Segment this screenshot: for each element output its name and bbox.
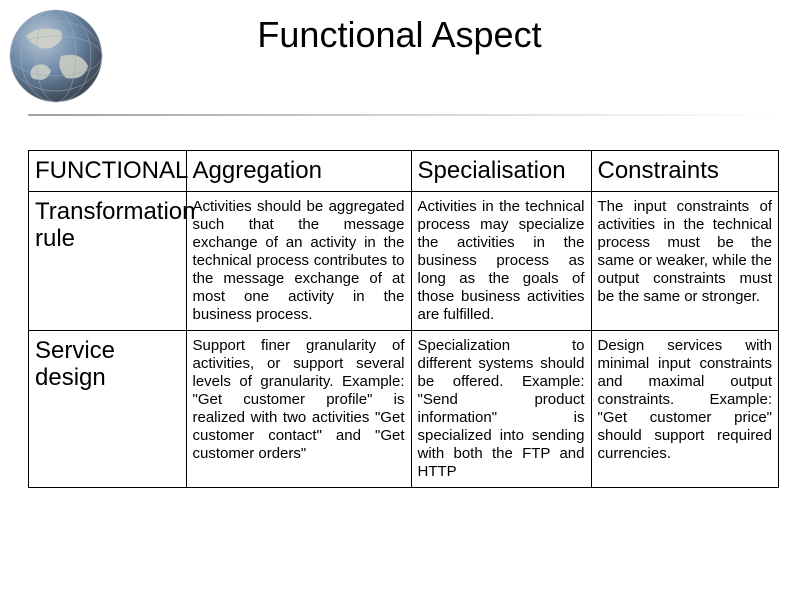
cell-specialisation: Specialization to different systems shou… xyxy=(411,330,591,487)
table-row: Service design Support finer granularity… xyxy=(29,330,779,487)
title-divider xyxy=(28,114,779,116)
table-header-row: FUNCTIONAL Aggregation Specialisation Co… xyxy=(29,151,779,192)
cell-specialisation: Activities in the technical process may … xyxy=(411,191,591,330)
row-label: Transformation rule xyxy=(29,191,187,330)
col-header-aggregation: Aggregation xyxy=(186,151,411,192)
cell-constraints: Design services with minimal input const… xyxy=(591,330,779,487)
cell-aggregation: Activities should be aggregated such tha… xyxy=(186,191,411,330)
cell-constraints: The input constraints of activities in t… xyxy=(591,191,779,330)
table-row: Transformation rule Activities should be… xyxy=(29,191,779,330)
slide: Functional Aspect FUNCTIONAL Aggregation… xyxy=(0,0,799,598)
cell-aggregation: Support finer granularity of activities,… xyxy=(186,330,411,487)
col-header-functional: FUNCTIONAL xyxy=(29,151,187,192)
table-clip: FUNCTIONAL Aggregation Specialisation Co… xyxy=(28,150,779,598)
col-header-specialisation: Specialisation xyxy=(411,151,591,192)
row-label: Service design xyxy=(29,330,187,487)
functional-table: FUNCTIONAL Aggregation Specialisation Co… xyxy=(28,150,779,488)
table-container: FUNCTIONAL Aggregation Specialisation Co… xyxy=(28,150,779,598)
page-title: Functional Aspect xyxy=(0,14,799,56)
col-header-constraints: Constraints xyxy=(591,151,779,192)
